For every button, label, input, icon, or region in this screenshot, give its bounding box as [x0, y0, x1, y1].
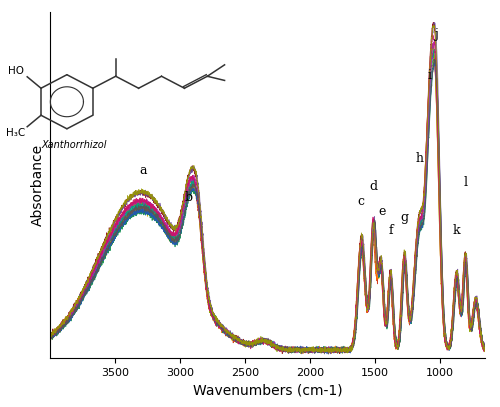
Text: k: k: [453, 224, 460, 236]
Text: e: e: [378, 205, 386, 218]
X-axis label: Wavenumbers (cm-1): Wavenumbers (cm-1): [192, 383, 342, 398]
Text: Xanthorrhizol: Xanthorrhizol: [41, 140, 106, 150]
Text: H₃C: H₃C: [6, 128, 25, 138]
Text: a: a: [140, 164, 147, 177]
Text: g: g: [400, 211, 408, 224]
Text: l: l: [464, 176, 468, 189]
Text: i: i: [427, 69, 431, 82]
Text: c: c: [358, 195, 364, 208]
Text: HO: HO: [8, 66, 24, 76]
Text: j: j: [434, 28, 438, 41]
Text: d: d: [370, 180, 378, 193]
Text: b: b: [185, 191, 193, 204]
Text: f: f: [388, 224, 393, 236]
Text: h: h: [416, 151, 424, 164]
Y-axis label: Absorbance: Absorbance: [30, 144, 44, 226]
